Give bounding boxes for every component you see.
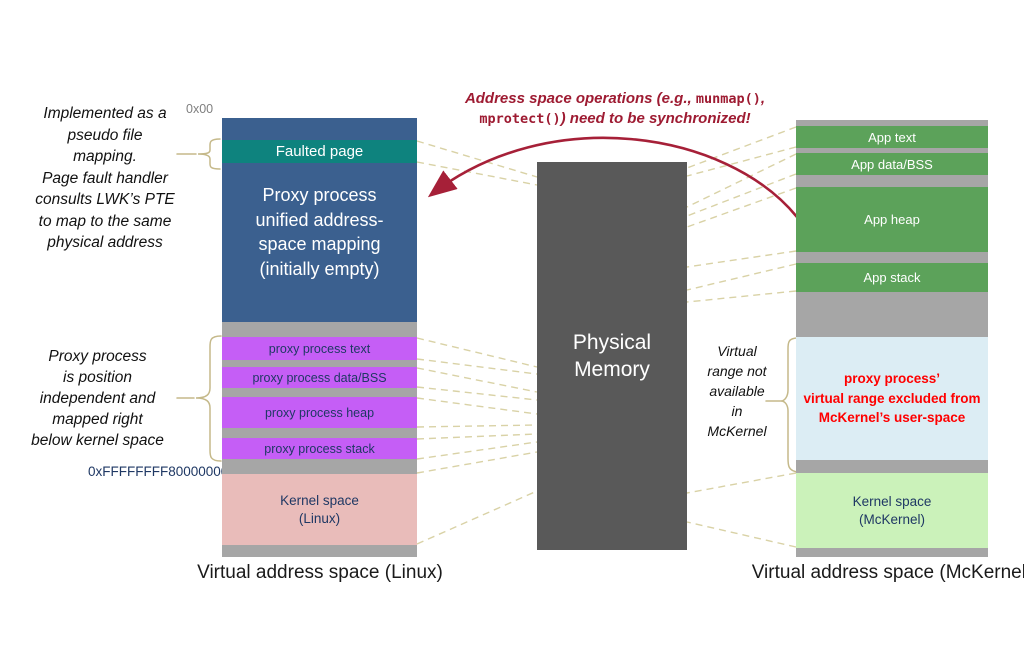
linux-spacer [222,428,417,438]
mckernel-spacer [796,548,988,557]
mckernel-spacer [796,120,988,126]
physical-memory-label: Physical Memory [572,331,652,381]
mckernel-column-caption: Virtual address space (McKernel) [751,562,1024,583]
linux-proxy-text-band: proxy process text [222,337,417,360]
sync-warning-note: Address space operations (e.g., munmap()… [415,89,815,129]
linux-spacer [222,545,417,557]
linux-column-caption: Virtual address space (Linux) [197,562,443,583]
mckernel-spacer [796,292,988,337]
proxy-position-note: Proxy process is position independent an… [31,348,164,449]
sync-note-text-2: ) need to be synchronized! [560,110,751,127]
mckernel-to-physical-dashed-lines [686,126,797,548]
pseudo-file-note: Implemented as a pseudo file mapping. Pa… [35,105,175,251]
address-label-kernel-base: 0xFFFFFFFF80000000 [88,464,229,479]
mckernel-spacer [796,252,988,263]
mckernel-kernel-space-box: Kernel space (McKernel) [796,473,988,548]
mckernel-app-stack-band: App stack [796,263,988,292]
linux-spacer [222,459,417,474]
physical-memory-box: Physical Memory [537,162,687,550]
linux-spacer [222,322,417,337]
linux-spacer [222,388,417,397]
mckernel-app-heap-band: App heap [796,187,988,252]
mckernel-spacer [796,148,988,153]
linux-proxy-heap-band: proxy process heap [222,397,417,428]
linux-faulted-page-band: Faulted page [222,140,417,163]
mckernel-app-data-bss-band: App data/BSS [796,153,988,175]
sync-note-text-1: Address space operations (e.g., [464,90,696,107]
linux-proxy-stack-band: proxy process stack [222,438,417,459]
sync-note-mprotect: mprotect() [479,111,561,127]
address-label-0x00: 0x00 [186,102,214,116]
sync-note-munmap: munmap() [695,91,761,107]
linux-unified-mapping-label: Proxy process unified address- space map… [255,185,384,279]
mckernel-spacer [796,175,988,187]
linux-proxy-data-bss-band: proxy process data/BSS [222,367,417,388]
sync-note-comma: , [760,90,766,107]
linux-to-physical-dashed-lines [416,140,538,545]
virtual-range-note: Virtual range not available in McKernel [707,343,767,439]
mckernel-excluded-range-box: proxy process’ virtual range excluded fr… [796,337,988,460]
linux-kernel-space-box: Kernel space (Linux) [222,474,417,545]
mckernel-app-text-band: App text [796,126,988,148]
linux-spacer [222,360,417,367]
mckernel-spacer [796,460,988,473]
